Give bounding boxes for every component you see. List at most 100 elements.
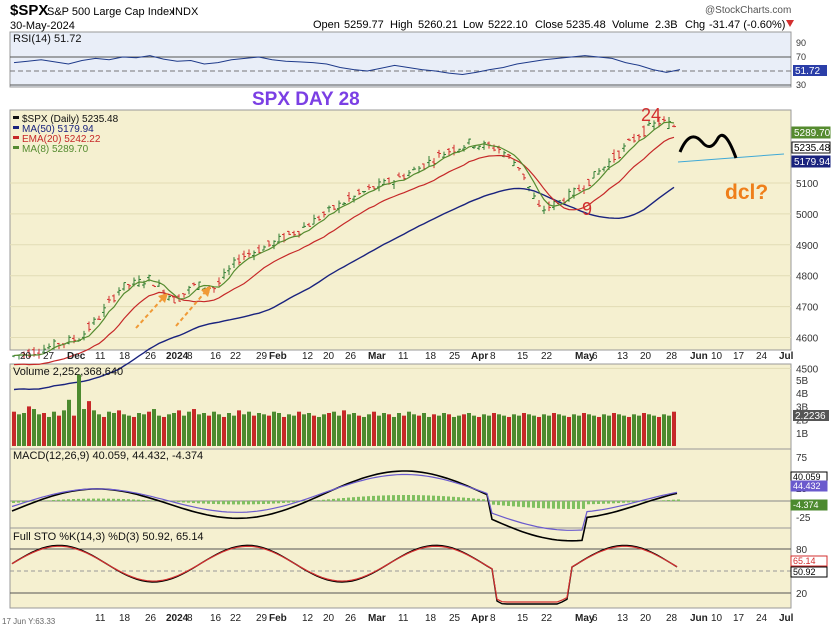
projection-scribble — [678, 134, 738, 159]
arrow-1-head — [158, 293, 168, 303]
bottom-x-tick-label: 20 — [640, 613, 652, 624]
macd-hist-bar — [97, 498, 100, 501]
x-tick-label: 8 — [187, 351, 193, 362]
bottom-x-tick-label: 25 — [449, 613, 461, 624]
rsi-panel — [9, 31, 792, 88]
macd-hist-bar — [52, 500, 55, 501]
volume-bar — [37, 414, 41, 446]
macd-hist-bar — [397, 495, 400, 501]
volume-bar — [187, 411, 191, 446]
macd-hist-bar — [227, 501, 230, 505]
volume-bar — [52, 411, 56, 446]
volume-bar — [332, 411, 336, 446]
volume-bar — [292, 415, 296, 446]
x-tick-label: Dec — [67, 351, 86, 362]
rsi-tick-label: 30 — [796, 80, 806, 90]
volume-bar — [412, 414, 416, 446]
volume-bar — [162, 416, 166, 446]
volume-bar — [392, 416, 396, 446]
macd-hist-bar — [92, 498, 95, 501]
macd-hist-bar — [232, 501, 235, 505]
volume-bar — [507, 416, 511, 446]
volume-bar — [492, 413, 496, 446]
volume-bar — [482, 414, 486, 446]
volume-bar — [442, 413, 446, 446]
macd-hist-bar — [617, 501, 620, 504]
symbol: $SPX — [10, 2, 48, 19]
macd-hist-bar — [102, 498, 105, 501]
macd-hist-bar — [77, 498, 80, 501]
volume-bar — [257, 413, 261, 446]
macd-hist-bar — [207, 501, 210, 504]
projected-trendline — [677, 153, 785, 163]
volume-legend: Volume 2,252,368,640 — [13, 366, 123, 378]
volume-bar — [237, 410, 241, 446]
volume-bar — [297, 411, 301, 446]
volume-value: 2.3B — [655, 19, 678, 31]
volume-bar — [302, 414, 306, 446]
macd-hist-bar — [572, 501, 575, 509]
volume-bar — [592, 415, 596, 446]
volume-bar — [572, 414, 576, 446]
volume-tick-label: 5B — [796, 376, 809, 387]
bottom-x-tick-label: May — [575, 613, 595, 624]
x-tick-label: 8 — [490, 351, 496, 362]
legend-swatch — [13, 146, 19, 149]
macd-hist-bar — [212, 501, 215, 504]
macd-hist-bar — [127, 499, 130, 501]
volume-bar — [607, 415, 611, 446]
x-tick-label: 22 — [541, 351, 553, 362]
volume-bar — [352, 413, 356, 446]
x-tick-label: 17 — [733, 351, 745, 362]
volume-bar — [192, 409, 196, 446]
macd-hist-bar — [222, 501, 225, 505]
volume-bar — [667, 415, 671, 446]
volume-bar — [312, 415, 316, 446]
volume-bar — [342, 410, 346, 446]
macd-hist-bar — [442, 496, 445, 501]
volume-bar — [487, 415, 491, 446]
volume-bar — [87, 401, 91, 446]
volume-bars — [12, 374, 676, 446]
x-tick-label: 6 — [592, 351, 598, 362]
price-tick-label: 4900 — [796, 241, 819, 252]
volume-bar — [22, 413, 26, 446]
volume-bar — [72, 415, 76, 446]
legend-swatch — [13, 136, 19, 139]
macd-hist-bar — [17, 501, 20, 503]
x-tick-label: 10 — [711, 351, 723, 362]
macd-hist-bar — [147, 500, 150, 501]
macd-badge-text: -4.374 — [793, 500, 819, 510]
volume-value-badge — [793, 410, 829, 421]
volume-bar — [477, 416, 481, 446]
x-tick-label: 26 — [145, 351, 157, 362]
volume-bar — [267, 415, 271, 446]
price-badge-text: 5179.94 — [794, 157, 831, 168]
x-tick-label: 18 — [119, 351, 131, 362]
macd-hist-bar — [577, 501, 580, 509]
rsi-tick-label: 90 — [796, 38, 806, 48]
day-24-label: 24 — [641, 105, 661, 125]
sto-panel — [9, 527, 792, 609]
bottom-x-tick-label: 22 — [541, 613, 553, 624]
legend-swatch — [13, 116, 19, 119]
x-tick-label: 15 — [517, 351, 529, 362]
macd-hist-bar — [117, 498, 120, 501]
price-grid — [10, 182, 791, 369]
sto-badge-text: 50.92 — [793, 567, 816, 577]
volume-bar — [617, 414, 621, 446]
volume-label: Volume — [612, 19, 649, 31]
volume-bar — [327, 413, 331, 446]
high-value: 5260.21 — [418, 19, 458, 31]
index-name: S&P 500 Large Cap Index — [47, 6, 175, 18]
volume-bar — [577, 415, 581, 446]
macd-hist-bar — [252, 501, 255, 505]
macd-hist-bar — [547, 501, 550, 509]
volume-bar — [407, 411, 411, 446]
volume-bar — [562, 415, 566, 446]
macd-hist-bar — [407, 495, 410, 501]
price-badge — [791, 126, 831, 139]
x-tick-label: 22 — [230, 351, 242, 362]
volume-bar — [462, 414, 466, 446]
